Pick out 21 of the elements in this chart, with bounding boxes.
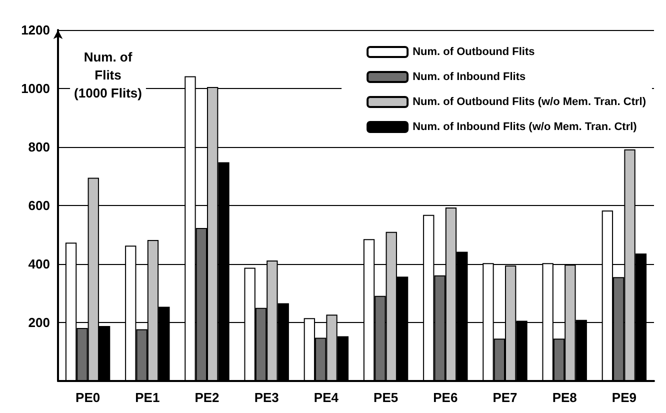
x-tick-label: PE1 <box>135 390 160 405</box>
y-tick-label: 600 <box>28 198 50 213</box>
legend-label: Num. of Inbound Flits <box>412 71 526 83</box>
y-tick-label: 800 <box>28 140 50 154</box>
x-tick-label: PE9 <box>612 390 636 405</box>
x-tick-label: PE3 <box>254 390 279 405</box>
x-tick-label: PE2 <box>194 390 220 405</box>
legend-label: Num. of Outbound Flits (w/o Mem. Tran. Ctrl) <box>412 96 646 108</box>
y-tick-label: 400 <box>28 256 50 272</box>
y-axis-title: Num. of Flits (1000 Flits) <box>74 50 142 100</box>
x-tick-label: PE6 <box>433 390 458 405</box>
x-tick-label: PE7 <box>492 390 518 405</box>
x-tick-label: PE5 <box>374 390 398 405</box>
x-tick-label: PE8 <box>552 390 577 405</box>
legend-label: Num. of Outbound Flits <box>412 46 535 58</box>
x-tick-label: PE4 <box>314 390 340 405</box>
y-tick-label: 200 <box>28 315 50 330</box>
x-tick-label: PE0 <box>76 390 100 405</box>
legend-label: Num. of Inbound Flits (w/o Mem. Tran. Ctrl) <box>412 121 638 133</box>
y-tick-label: 1000 <box>21 81 50 96</box>
y-tick-label: 1200 <box>21 22 50 38</box>
